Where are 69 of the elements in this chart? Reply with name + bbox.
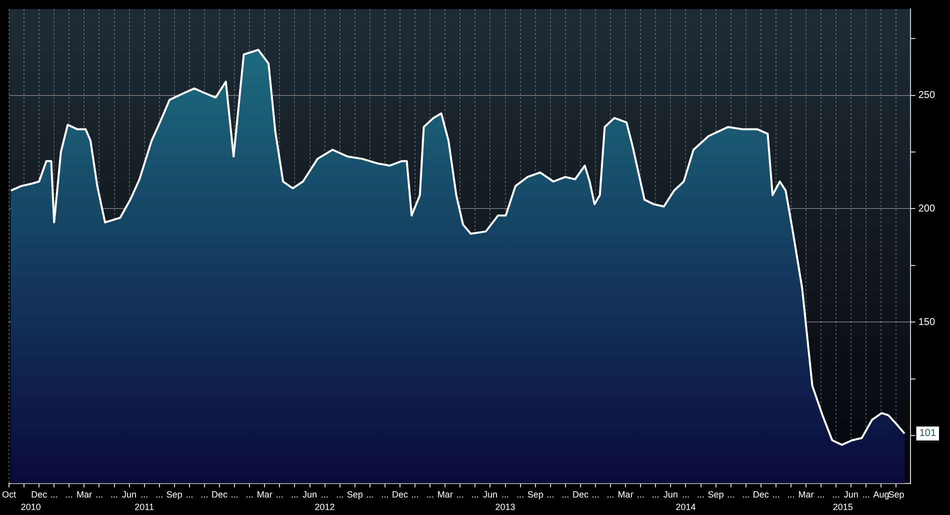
x-tick-label: ...	[230, 489, 238, 500]
x-tick-label: ...	[276, 489, 284, 500]
x-tick-label: Dec	[212, 489, 228, 500]
x2-tick-label: 2012	[314, 502, 335, 512]
x-tick-label: ...	[95, 489, 103, 500]
x-tick-label: Jun	[482, 489, 498, 500]
x2-tick-label: 2011	[134, 502, 154, 512]
x-tick-label: ...	[727, 489, 735, 500]
x-tick-label: ...	[186, 489, 194, 500]
x-tick-label: ...	[696, 489, 705, 500]
x-tick-label: Jun	[663, 489, 678, 500]
x-tick-label: Sep	[888, 489, 904, 500]
x2-tick-label: 2010	[20, 502, 41, 512]
x-tick-label: ...	[411, 489, 419, 500]
x-tick-label: ...	[636, 489, 644, 500]
x-tick-label: ...	[606, 489, 614, 500]
x-tick-label: ...	[200, 489, 208, 500]
x-tick-label: ...	[787, 489, 795, 500]
x-tick-label: Mar	[618, 489, 634, 500]
data-label: 101	[919, 428, 936, 440]
x-tick-label: ...	[50, 489, 58, 500]
x-tick-label: ...	[366, 489, 374, 500]
x-tick-label: ...	[546, 489, 554, 500]
x-tick-label: ...	[817, 489, 825, 500]
x-tick-label: Sep	[527, 489, 544, 500]
x2-tick-label: 2014	[676, 502, 696, 512]
x-tick-label: Jun	[122, 489, 137, 500]
x-tick-label: Mar	[256, 489, 272, 500]
x2-tick-label: 2013	[495, 502, 516, 512]
x-tick-label: Dec	[392, 489, 408, 500]
x-tick-label: ...	[652, 489, 660, 500]
x-tick-label: Dec	[752, 489, 770, 500]
x-tick-label: Oct	[2, 489, 16, 500]
x-tick-label: Jun	[302, 489, 318, 500]
x-tick-label: ...	[336, 489, 344, 500]
x-tick-label: Sep	[346, 489, 363, 500]
x-tick-label: Mar	[76, 489, 92, 500]
x-tick-label: ...	[140, 489, 148, 500]
x-tick-label: ...	[516, 489, 524, 500]
x-tick-label: ...	[832, 489, 840, 500]
x-tick-label: ...	[65, 489, 73, 500]
x2-tick-label: 2015	[832, 502, 853, 512]
x-tick-label: Mar	[798, 489, 814, 500]
x-tick-label: ...	[290, 489, 298, 500]
x-tick-label: ...	[862, 489, 870, 500]
y-tick-label: 250	[918, 90, 936, 102]
x-tick-label: Mar	[437, 489, 453, 500]
y-tick-label: 200	[918, 203, 936, 214]
x-tick-label: ...	[471, 489, 479, 500]
x-tick-label: Aug	[873, 489, 890, 500]
x-tick-label: Sep	[166, 489, 182, 500]
x-tick-label: ...	[682, 489, 690, 500]
x-tick-label: Jun	[844, 489, 858, 500]
x-tick-label: ...	[742, 489, 750, 500]
x-tick-label: ...	[426, 489, 434, 500]
x-tick-label: ...	[592, 489, 600, 500]
y-tick-label: 150	[918, 316, 936, 328]
x-tick-label: ...	[156, 489, 164, 500]
x-tick-label: ...	[381, 489, 389, 500]
x-tick-label: Dec	[31, 489, 48, 500]
x-tick-label: ...	[456, 489, 464, 500]
x-tick-label: ...	[321, 489, 329, 500]
x-tick-label: Dec	[572, 489, 589, 500]
x-tick-label: Sep	[708, 489, 724, 500]
x-tick-label: ...	[502, 489, 510, 500]
x-tick-label: ...	[562, 489, 570, 500]
x-tick-label: ...	[246, 489, 254, 500]
x-tick-label: ...	[772, 489, 780, 500]
x-tick-label: ...	[110, 489, 118, 500]
